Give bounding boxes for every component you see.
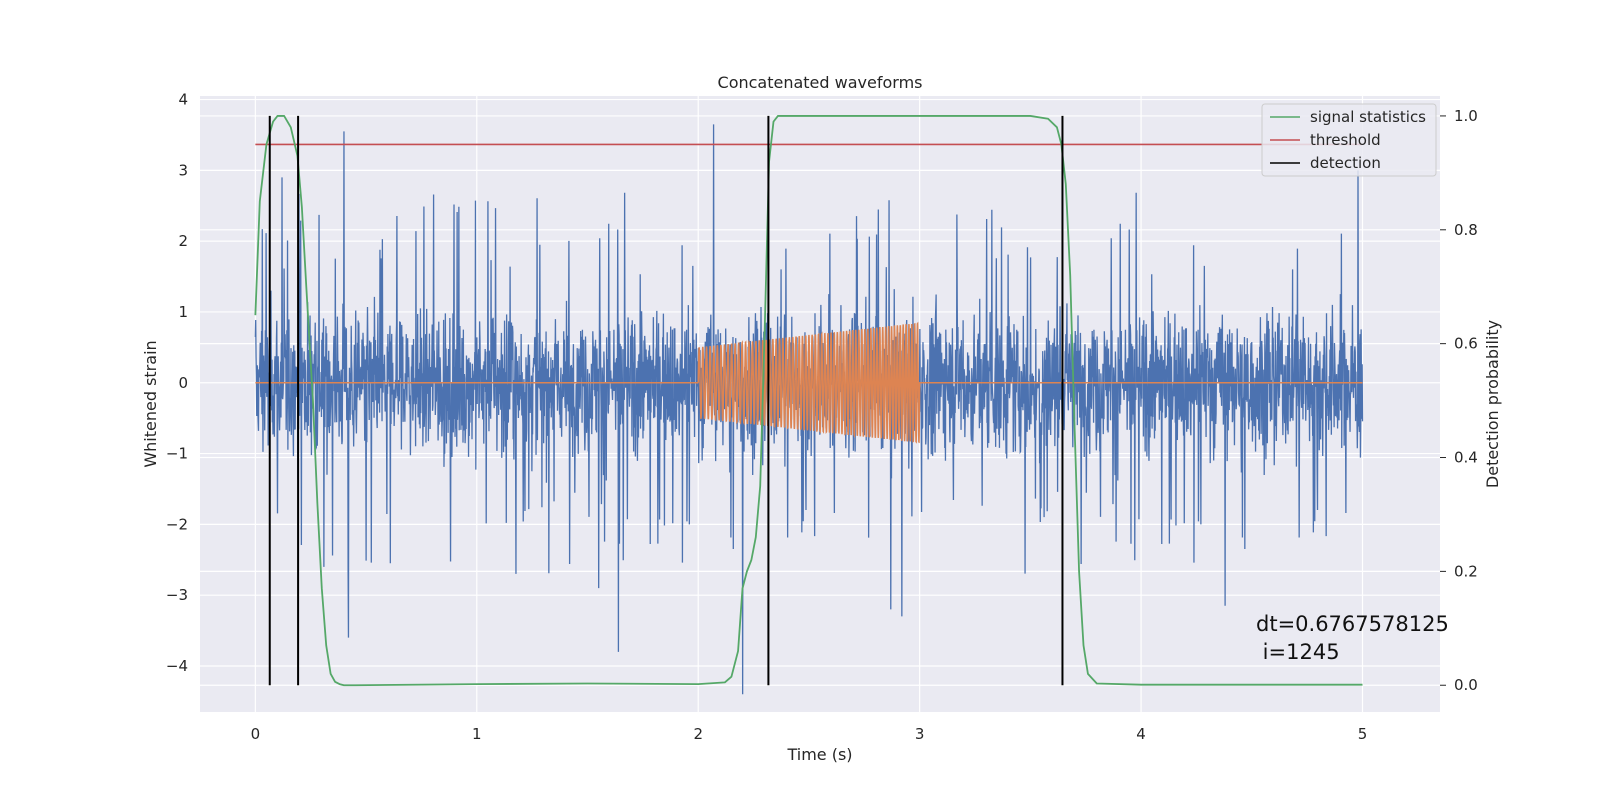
signal-statistics-line: [254, 115, 1363, 687]
y2-axis-label: Detection probability: [1483, 320, 1502, 488]
x-tick-label-3: 3: [915, 725, 925, 743]
x-tick-label-0: 0: [251, 725, 261, 743]
legend-label-threshold: threshold: [1310, 131, 1381, 149]
chart-title: Concatenated waveforms: [718, 73, 923, 92]
annotation-dt: dt=0.6767578125: [1256, 612, 1449, 636]
x-tick-label-2: 2: [693, 725, 703, 743]
y-tick-label-2: 2: [178, 232, 188, 250]
y-axis-label: Whitened strain: [141, 340, 160, 467]
legend: signal statistics threshold detection: [1261, 103, 1437, 177]
y2-tick-label-2: 0.4: [1454, 449, 1478, 467]
noise-trace: [254, 124, 1364, 695]
annotation-i: i=1245: [1256, 640, 1340, 664]
injected-signal-series: [255, 321, 1363, 444]
y2-tick-label-3: 0.6: [1454, 335, 1478, 353]
tick-labels: 0 1 2 3 4 5 4 3 2 1 0 −1 −2 −3 −4 0.0 0.2 0.4 0.6 0.8 1.0: [166, 91, 1478, 743]
y-tick-label-7: −3: [166, 586, 188, 604]
y-tick-label-5: −1: [166, 445, 188, 463]
noise-series: [254, 124, 1364, 695]
x-tick-label-4: 4: [1136, 725, 1146, 743]
y2-tick-label-4: 0.8: [1454, 221, 1478, 239]
y-tick-label-3: 1: [178, 303, 188, 321]
y-tick-label-8: −4: [166, 657, 188, 675]
injected-signal-trace: [255, 321, 1363, 444]
legend-label-signal-statistics: signal statistics: [1310, 108, 1426, 126]
y-tick-label-1: 3: [178, 161, 188, 179]
x-axis-label: Time (s): [786, 745, 852, 764]
detection-overlay: [254, 115, 1363, 687]
legend-box: [1261, 103, 1437, 177]
y2-tick-label-1: 0.2: [1454, 562, 1478, 580]
y2-tick-label-0: 0.0: [1454, 676, 1478, 694]
x-tick-label-1: 1: [472, 725, 482, 743]
y-tick-label-4: 0: [178, 374, 188, 392]
y2-tick-label-5: 1.0: [1454, 107, 1478, 125]
legend-label-detection: detection: [1310, 154, 1381, 172]
x-tick-label-5: 5: [1358, 725, 1368, 743]
y-tick-label-0: 4: [178, 91, 188, 109]
y-tick-label-6: −2: [166, 515, 188, 533]
